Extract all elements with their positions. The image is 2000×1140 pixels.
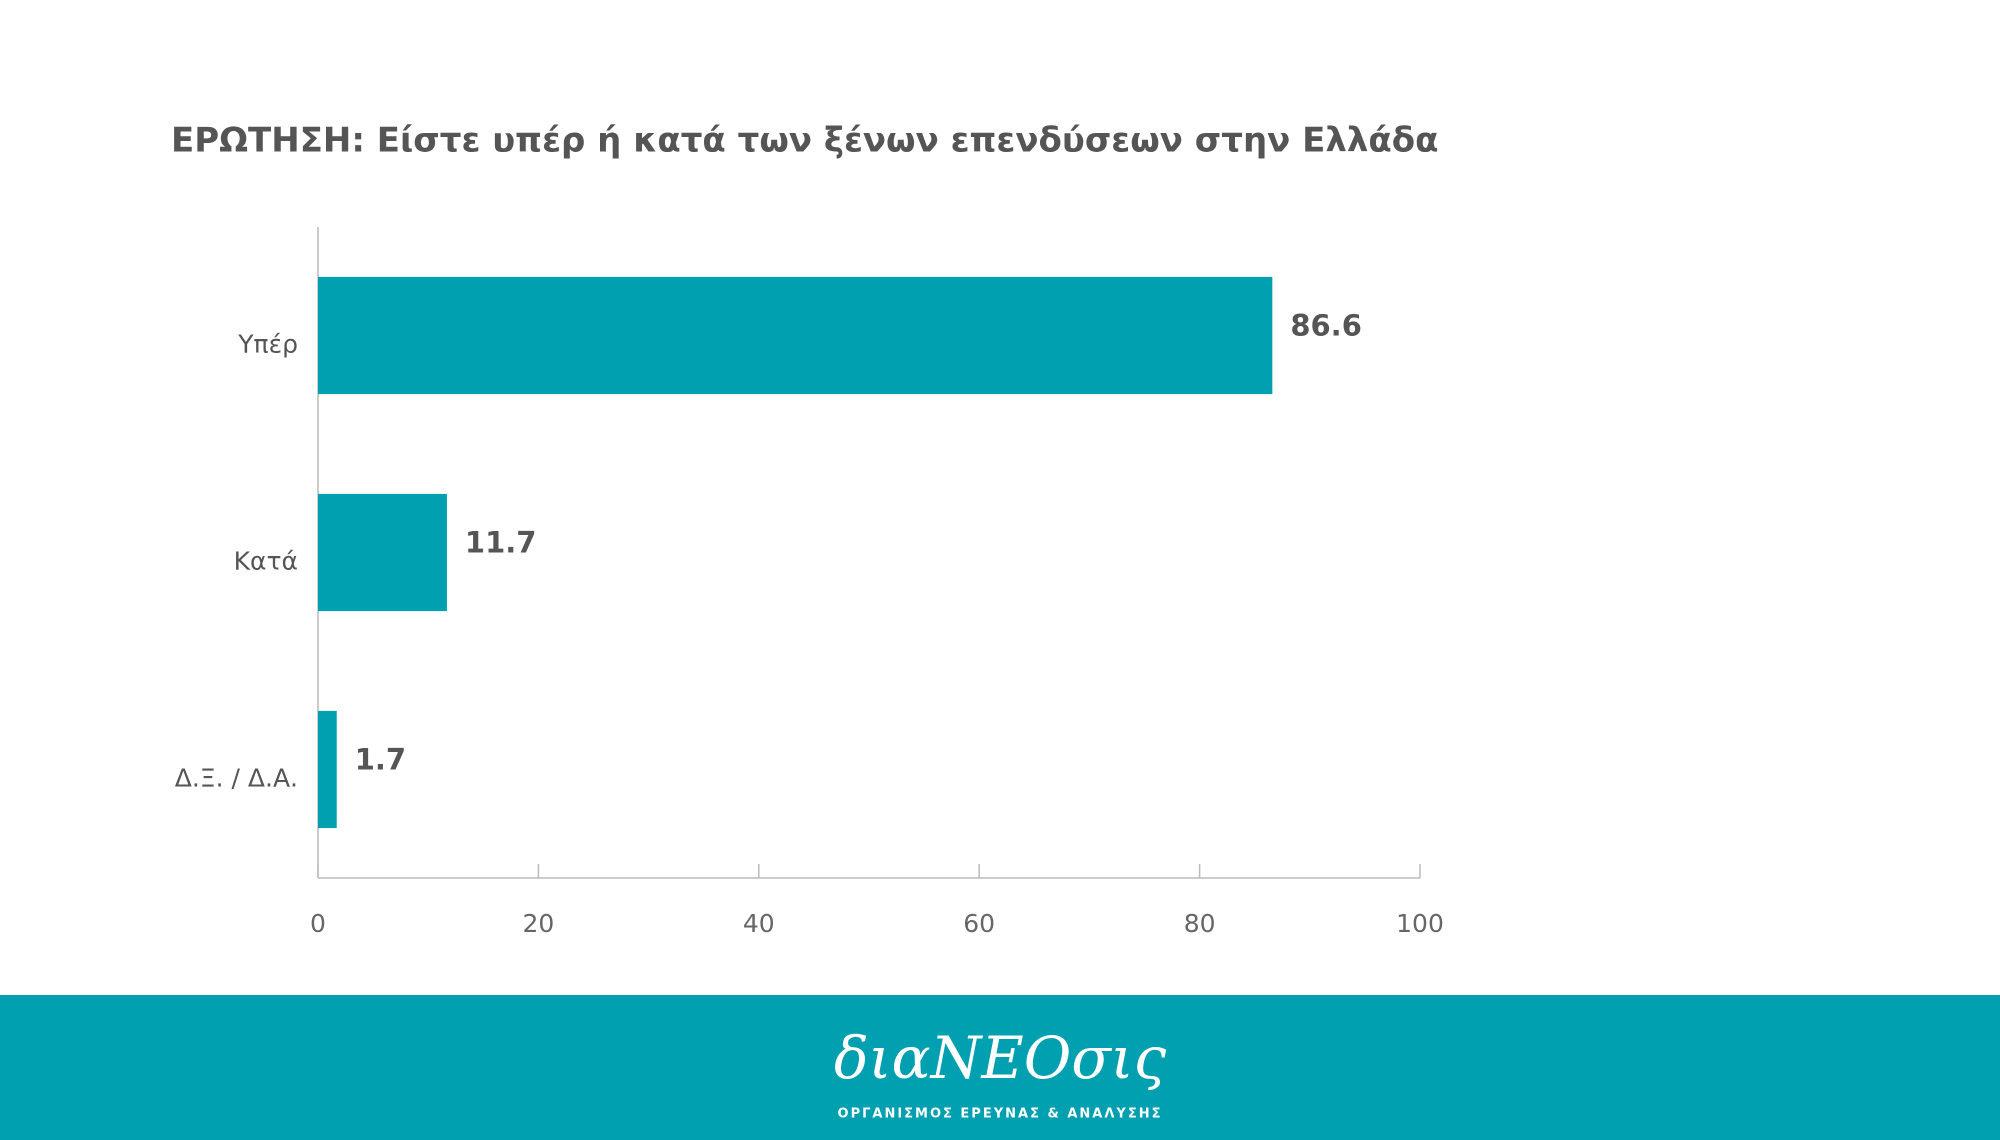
bar [318,493,447,612]
chart-title: ΕΡΩΤΗΣΗ: Είστε υπέρ ή κατά των ξένων επε… [171,121,1438,161]
tagline: ΟΡΓΑΝΙΣΜΟΣ ΕΡΕΥΝΑΣ & ΑΝΑΛΥΣΗΣ [838,1107,1163,1122]
x-tick-label: 0 [310,909,326,938]
value-label: 86.6 [1290,309,1362,343]
x-tick-label: 40 [743,909,775,938]
bar [318,276,1273,395]
value-label: 1.7 [355,743,406,777]
value-label: 11.7 [465,526,537,560]
x-tick-label: 100 [1396,909,1444,938]
y-tick-label: Υπέρ [237,330,298,359]
x-tick-label: 20 [522,909,554,938]
y-tick-label: Κατά [234,547,298,576]
x-tick-label: 60 [963,909,995,938]
y-tick-label: Δ.Ξ. / Δ.Α. [175,764,298,793]
bar [318,710,337,829]
logo: διαNEOσις [834,1024,1167,1092]
footer-band [0,995,2000,1140]
x-tick-label: 80 [1184,909,1216,938]
